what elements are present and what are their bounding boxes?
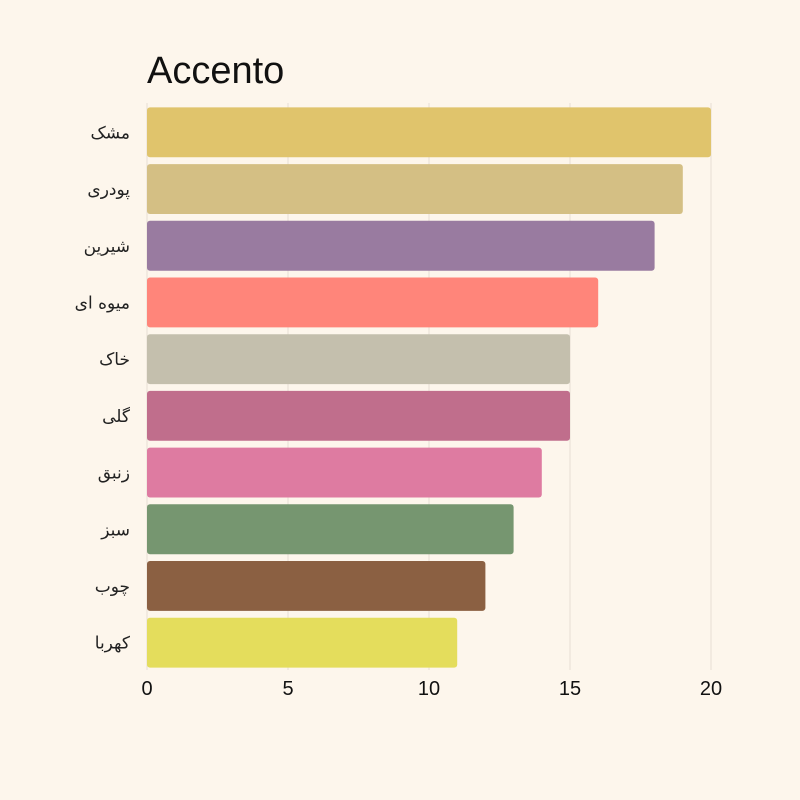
x-tick-label: 5: [282, 678, 293, 700]
bar: [147, 277, 599, 328]
category-label: میوه ای: [75, 293, 130, 313]
category-label: خاک: [99, 350, 130, 370]
category-label: مشک: [91, 123, 131, 143]
bar: [147, 164, 683, 214]
bar: [147, 447, 542, 498]
category-labels: مشک پودری شیرین میوه ای خاک گلی زنبق سبز چوب کهرب…: [75, 123, 131, 653]
bars: [147, 107, 711, 668]
category-label: پودری: [87, 180, 130, 200]
bar: [147, 334, 570, 385]
x-tick-label: 0: [141, 678, 152, 700]
x-axis-ticks: 0 5 10 15 20: [141, 678, 722, 700]
category-label: سبز: [100, 520, 130, 540]
category-label: کهربا: [95, 634, 131, 654]
chart-title: Accento: [147, 50, 284, 92]
x-tick-label: 20: [700, 678, 722, 700]
category-label: شیرین: [84, 237, 130, 257]
bar: [147, 504, 514, 555]
bar: [147, 107, 711, 158]
bar: [147, 617, 458, 668]
bar: [147, 220, 655, 271]
x-tick-label: 10: [418, 678, 440, 700]
category-label: گلی: [102, 406, 131, 427]
category-label: زنبق: [98, 464, 130, 484]
bar: [147, 561, 486, 611]
x-tick-label: 15: [559, 678, 581, 700]
bar: [147, 390, 570, 441]
category-label: چوب: [95, 577, 130, 597]
